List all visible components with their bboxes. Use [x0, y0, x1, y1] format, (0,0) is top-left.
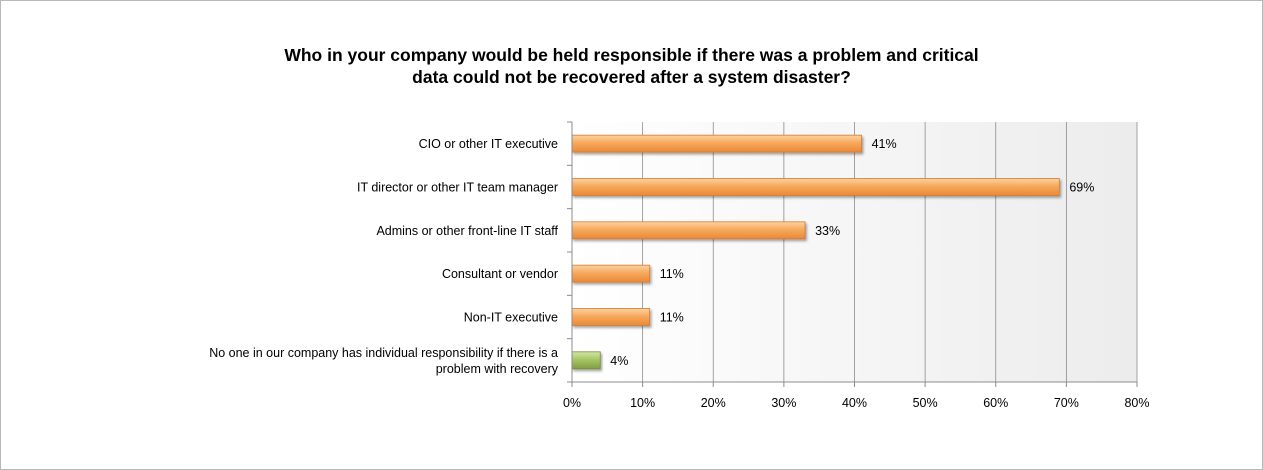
gridlines [642, 122, 1138, 382]
category-label: Non-IT executive [464, 311, 558, 325]
bar [571, 264, 651, 283]
chart-title-line-1: Who in your company would be held respon… [284, 45, 979, 65]
bar [571, 221, 806, 240]
bar [571, 178, 1060, 196]
chart-title-line-2: data could not be recovered after a syst… [412, 67, 851, 87]
x-tick-label: 60% [983, 396, 1008, 410]
category-label: IT director or other IT team manager [357, 181, 558, 195]
bars [571, 134, 1060, 370]
x-tick-label: 20% [701, 396, 726, 410]
category-label: No one in our company has individual res… [209, 346, 558, 360]
labels: 0% 10% 20% 30% 40% 50% 60% 70% 80% 41% CIO or othe… [209, 137, 1149, 410]
category-label: problem with recovery [436, 362, 559, 376]
bar [571, 134, 862, 153]
x-tick-label: 70% [1054, 396, 1079, 410]
x-tick-label: 40% [842, 396, 867, 410]
data-label: 33% [815, 224, 840, 238]
x-tick-label: 80% [1124, 396, 1149, 410]
data-label: 41% [872, 137, 897, 151]
data-label: 11% [660, 311, 684, 325]
category-label: CIO or other IT executive [419, 137, 558, 151]
x-tick-label: 10% [630, 396, 655, 410]
category-label: Consultant or vendor [442, 267, 558, 281]
axes [567, 121, 1138, 387]
x-tick-label: 50% [913, 396, 938, 410]
data-label: 11% [660, 267, 684, 281]
x-tick-label: 0% [563, 396, 581, 410]
bar [571, 308, 651, 326]
x-tick-label: 30% [771, 396, 796, 410]
category-label: Admins or other front-line IT staff [376, 224, 558, 238]
chart-title: Who in your company would be held respon… [0, 44, 1263, 88]
bar [571, 351, 601, 370]
data-label: 4% [610, 354, 628, 368]
data-label: 69% [1069, 181, 1094, 195]
